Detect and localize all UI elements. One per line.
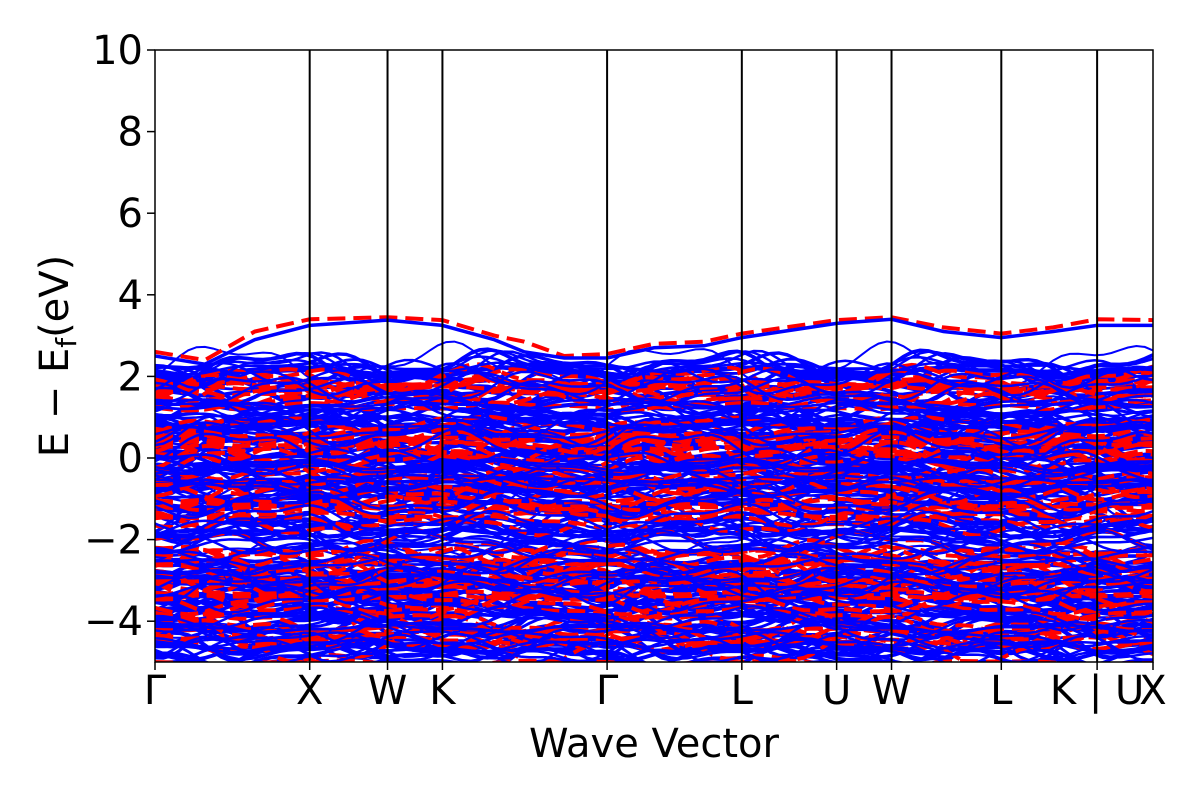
band-line-dashed: [155, 555, 1153, 595]
x-tick-label: L: [731, 668, 754, 714]
y-tick-label: 4: [118, 273, 143, 319]
band-line-solid: [155, 613, 1153, 640]
band-line-dashed: [155, 378, 1153, 412]
band-line-solid: [155, 623, 1153, 634]
band-line-solid: [155, 637, 1153, 661]
y-axis-label-subscript: f: [50, 337, 83, 348]
x-tick-label: Γ: [144, 668, 167, 714]
band-line-solid: [155, 566, 1153, 585]
y-tick-label: −4: [84, 599, 143, 645]
kpoint-lines: [308, 50, 1099, 662]
band-line-solid: [155, 517, 1153, 539]
y-tick-label: 0: [118, 436, 143, 482]
x-tick-label: L: [990, 668, 1013, 714]
band-line-solid: [155, 572, 1153, 600]
band-line-solid: [155, 401, 1153, 426]
band-line-solid: [155, 524, 1153, 555]
band-line-solid: [155, 408, 1153, 431]
band-line-solid: [155, 368, 1153, 405]
band-line-dashed: [155, 367, 1153, 405]
x-tick-label: W: [872, 668, 912, 714]
bands-layer: [155, 315, 1153, 662]
y-tick-label: 8: [118, 110, 143, 156]
x-axis-label: Wave Vector: [529, 721, 780, 767]
band-line-solid: [155, 552, 1153, 577]
x-tick-label: U: [822, 668, 851, 714]
y-axis-label-unit: (eV): [32, 255, 78, 338]
band-line-solid: [155, 585, 1153, 614]
band-line-solid: [155, 580, 1153, 600]
x-tick-label: Γ: [596, 668, 619, 714]
band-line-dashed: [155, 542, 1153, 580]
y-tick-label: 6: [118, 191, 143, 237]
top-band-solid: [155, 317, 1153, 367]
band-line-solid: [155, 349, 1153, 383]
band-line-solid: [155, 605, 1153, 632]
band-line-solid: [155, 538, 1153, 562]
band-line-solid: [155, 459, 1153, 483]
band-line-solid: [155, 475, 1153, 484]
band-line-dashed: [155, 373, 1153, 413]
x-tick-label: W: [368, 668, 408, 714]
band-line-solid: [155, 565, 1153, 608]
band-line-solid: [155, 501, 1153, 534]
band-line-dashed: [155, 510, 1153, 521]
band-line-solid: [155, 638, 1153, 654]
y-axis-label: E − Ef(eV): [32, 255, 83, 458]
band-line-solid: [155, 629, 1153, 659]
band-line-dashed: [155, 538, 1153, 569]
band-line-solid: [155, 446, 1153, 473]
band-line-dashed: [155, 509, 1153, 538]
y-tick-label: −2: [84, 518, 143, 564]
y-tick-label: 10: [92, 28, 143, 74]
band-line-solid: [155, 448, 1153, 477]
y-axis-ticks: −4 −2 0 2 4 6 8 10: [84, 28, 155, 645]
band-line-solid: [155, 610, 1153, 641]
band-line-solid: [155, 489, 1153, 520]
band-line-solid: [155, 349, 1153, 390]
band-line-dashed: [155, 476, 1153, 510]
band-line-solid: [155, 361, 1153, 376]
x-tick-label: K: [429, 668, 457, 714]
band-line-solid: [155, 371, 1153, 405]
band-line-solid: [155, 509, 1153, 543]
band-line-dashed: [155, 429, 1153, 457]
band-line-solid: [155, 565, 1153, 595]
band-line-solid: [155, 417, 1153, 449]
band-line-dashed: [155, 366, 1153, 393]
band-line-solid: [155, 358, 1153, 388]
band-line-solid: [155, 507, 1153, 537]
x-tick-label: X: [1139, 668, 1166, 714]
y-tick-label: 2: [118, 354, 143, 400]
band-line-solid: [155, 485, 1153, 515]
y-axis-label-main: E − E: [32, 348, 78, 458]
band-line-solid: [155, 640, 1069, 662]
band-line-solid: [155, 397, 1153, 438]
plot-frame: [154, 49, 1154, 663]
x-tick-label: X: [296, 668, 323, 714]
x-tick-label: K | U: [1050, 668, 1144, 714]
band-line-dashed: [155, 552, 1153, 584]
band-line-solid: [155, 424, 1153, 440]
band-line-solid: [155, 620, 1153, 658]
band-line-solid: [155, 395, 1153, 411]
band-line-solid: [155, 528, 1153, 558]
